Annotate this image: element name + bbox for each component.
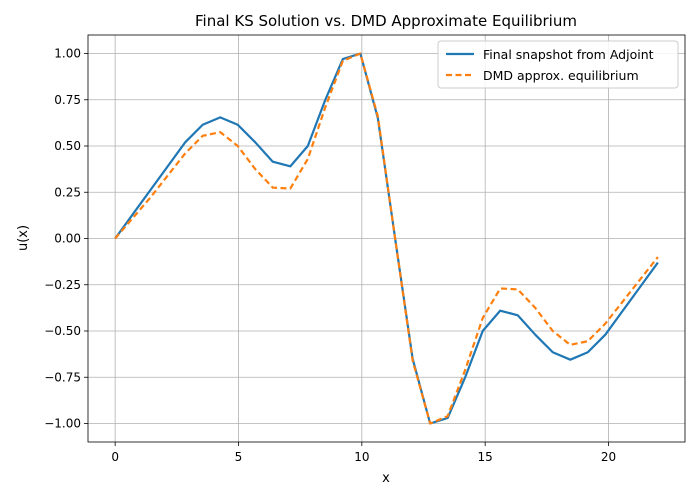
x-tick-label: 0 <box>111 450 119 464</box>
x-tick-label: 5 <box>235 450 243 464</box>
legend: Final snapshot from Adjoint DMD approx. … <box>437 40 679 89</box>
series-line-dmd <box>114 52 659 425</box>
y-tick-label: 0.75 <box>54 93 81 107</box>
legend-label-adjoint: Final snapshot from Adjoint <box>483 47 654 62</box>
y-tick-label: 0.00 <box>54 232 81 246</box>
x-tick-label: 10 <box>354 450 369 464</box>
y-tick-label: 0.25 <box>54 185 81 199</box>
y-tick-label: −0.50 <box>44 324 81 338</box>
y-tick-label: −1.00 <box>44 417 81 431</box>
legend-label-dmd: DMD approx. equilibrium <box>483 68 639 83</box>
chart-title: Final KS Solution vs. DMD Approximate Eq… <box>195 12 577 30</box>
y-tick-label: −0.75 <box>44 370 81 384</box>
y-tick-label: 0.50 <box>54 139 81 153</box>
x-tick-label: 20 <box>601 450 616 464</box>
series-lines <box>114 52 659 425</box>
y-axis-label: u(x) <box>16 225 31 251</box>
y-tick-label: 1.00 <box>54 47 81 61</box>
legend-box <box>437 40 679 89</box>
grid <box>88 35 685 442</box>
x-tick-label: 15 <box>478 450 493 464</box>
y-tick-label: −0.25 <box>44 278 81 292</box>
axis-ticks: 0 5 10 15 20 −1.00 −0.75 −0.50 −0.25 0.00 0.25 0.50… <box>44 47 616 465</box>
x-axis-label: x <box>382 471 390 486</box>
